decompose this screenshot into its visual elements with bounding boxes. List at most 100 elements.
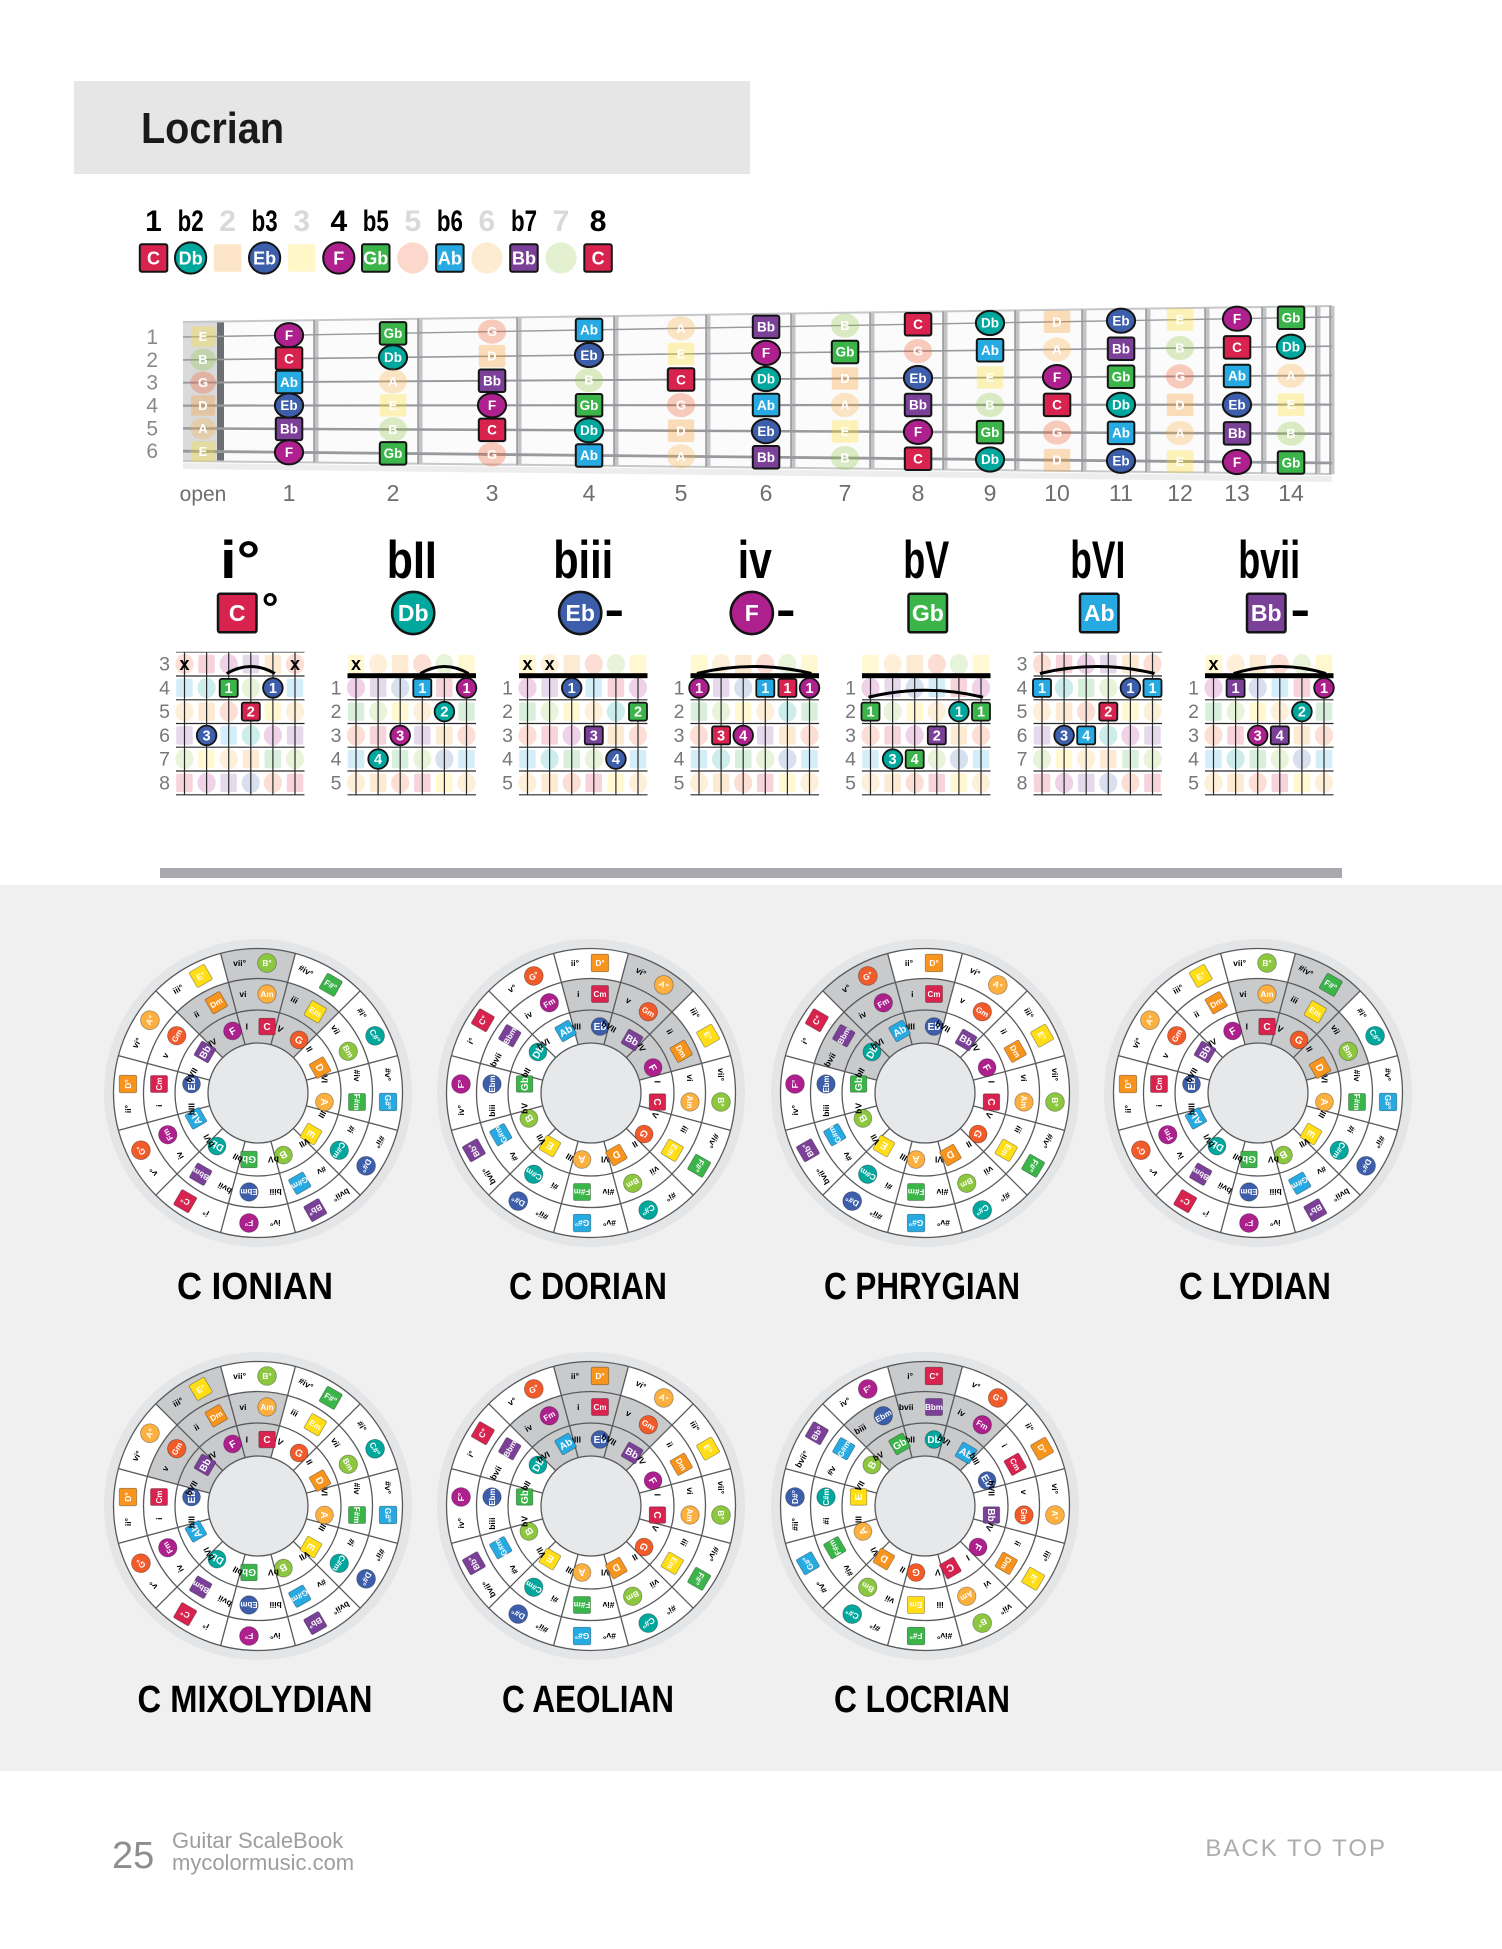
svg-text:C: C xyxy=(263,1022,270,1033)
svg-text:bII: bII xyxy=(519,1479,533,1493)
svg-text:Cm: Cm xyxy=(928,990,941,999)
svg-text:D: D xyxy=(610,1561,622,1574)
svg-text:Eb: Eb xyxy=(1228,397,1245,412)
svg-text:D°: D° xyxy=(929,958,938,968)
svg-text:D: D xyxy=(1052,314,1061,329)
svg-text:vii: vii xyxy=(982,1164,995,1177)
svg-text:b5: b5 xyxy=(363,205,389,238)
svg-text:Bb: Bb xyxy=(985,1508,996,1521)
svg-text:4: 4 xyxy=(146,395,158,418)
svg-text:iv°: iv° xyxy=(790,1104,800,1115)
svg-text:A°: A° xyxy=(143,1014,156,1027)
svg-text:Gb: Gb xyxy=(836,345,855,360)
svg-text:D: D xyxy=(313,1475,326,1487)
svg-text:x: x xyxy=(179,654,189,674)
svg-text:bvii: bvii xyxy=(1238,531,1300,590)
svg-text:bIII: bIII xyxy=(187,1103,197,1115)
svg-text:G: G xyxy=(198,375,208,390)
svg-text:A: A xyxy=(676,449,686,464)
svg-text:bII: bII xyxy=(905,1435,915,1445)
svg-text:C°: C° xyxy=(810,1014,823,1027)
svg-text:1: 1 xyxy=(269,681,277,697)
svg-text:V: V xyxy=(935,1568,941,1578)
svg-text:#v: #v xyxy=(824,1464,838,1477)
svg-text:i: i xyxy=(577,1402,579,1412)
svg-text:F: F xyxy=(646,1063,659,1074)
svg-text:vii°: vii° xyxy=(1050,1068,1060,1081)
svg-text:III: III xyxy=(854,1516,864,1523)
svg-text:G#°: G#° xyxy=(909,1218,923,1228)
svg-text:ii: ii xyxy=(192,1422,201,1433)
svg-text:bV: bV xyxy=(268,1568,279,1578)
svg-text:2: 2 xyxy=(933,729,941,745)
svg-text:iv°: iv° xyxy=(838,1395,853,1409)
svg-text:Ab: Ab xyxy=(1228,369,1246,384)
svg-text:ii: ii xyxy=(1192,1009,1201,1020)
svg-text:biii: biii xyxy=(553,531,613,590)
svg-text:bII: bII xyxy=(853,1066,867,1080)
svg-text:4: 4 xyxy=(1188,749,1199,771)
svg-text:i: i xyxy=(1154,1105,1164,1107)
svg-text:Gb: Gb xyxy=(242,1153,256,1164)
svg-text:C°: C° xyxy=(476,1427,489,1440)
svg-text:V: V xyxy=(649,1523,661,1533)
svg-text:Db: Db xyxy=(179,248,203,268)
svg-text:bIII: bIII xyxy=(187,1516,197,1528)
svg-text:VI: VI xyxy=(320,1488,330,1496)
svg-text:F: F xyxy=(333,248,344,268)
svg-text:G°: G° xyxy=(527,1382,540,1396)
svg-text:A: A xyxy=(857,1525,870,1537)
svg-text:iii: iii xyxy=(678,1124,690,1135)
svg-text:3: 3 xyxy=(486,480,499,506)
svg-text:12: 12 xyxy=(1167,480,1193,506)
svg-text:Gb: Gb xyxy=(520,1490,531,1504)
svg-text:Cm: Cm xyxy=(594,990,607,999)
svg-text:II: II xyxy=(1304,1044,1315,1053)
svg-text:bvii: bvii xyxy=(899,1402,914,1412)
svg-text:bIII: bIII xyxy=(569,1435,581,1445)
svg-text:G#°: G#° xyxy=(383,1095,393,1109)
svg-text:F: F xyxy=(1233,311,1241,326)
svg-text:biii: biii xyxy=(821,1105,831,1117)
svg-text:F#m: F#m xyxy=(352,1507,361,1523)
svg-text:ii°: ii° xyxy=(571,958,580,968)
svg-text:ii°: ii° xyxy=(905,958,914,968)
svg-text:1: 1 xyxy=(845,677,856,699)
svg-text:iv°: iv° xyxy=(269,1631,280,1641)
svg-text:C MIXOLYDIAN: C MIXOLYDIAN xyxy=(138,1679,373,1721)
svg-text:bIII: bIII xyxy=(1187,1103,1197,1115)
svg-text:i°: i° xyxy=(220,531,260,590)
svg-text:Ab: Ab xyxy=(280,375,298,390)
svg-text:#i: #i xyxy=(883,1180,894,1192)
svg-text:III: III xyxy=(898,1151,909,1163)
svg-text:6: 6 xyxy=(760,480,773,506)
svg-text:v: v xyxy=(160,1051,171,1060)
svg-text:Bb: Bb xyxy=(757,450,775,465)
svg-text:2: 2 xyxy=(634,705,642,721)
svg-text:B: B xyxy=(866,1460,879,1472)
svg-text:B: B xyxy=(985,397,994,412)
svg-text:v: v xyxy=(624,1408,633,1419)
svg-text:Db: Db xyxy=(398,600,429,626)
svg-text:iv°: iv° xyxy=(456,1517,466,1528)
svg-text:II: II xyxy=(630,1552,639,1563)
svg-text:C: C xyxy=(1052,398,1062,413)
svg-text:vi: vi xyxy=(685,1074,695,1081)
svg-text:#v°: #v° xyxy=(1383,1068,1393,1081)
svg-text:Bb: Bb xyxy=(1251,600,1282,626)
svg-text:Ab: Ab xyxy=(757,398,775,413)
svg-text:3: 3 xyxy=(590,729,598,745)
svg-text:C°: C° xyxy=(179,1607,192,1620)
svg-text:E°: E° xyxy=(194,1382,207,1395)
svg-text:vii: vii xyxy=(329,1436,342,1449)
svg-text:#iv: #iv xyxy=(936,1187,948,1197)
svg-text:B°: B° xyxy=(262,958,271,968)
svg-text:B: B xyxy=(840,451,849,466)
svg-text:Eb: Eb xyxy=(566,600,595,626)
svg-text:1: 1 xyxy=(674,677,685,699)
svg-text:1: 1 xyxy=(805,681,813,697)
svg-text:i: i xyxy=(154,1518,164,1520)
svg-text:B: B xyxy=(1277,1148,1289,1161)
svg-text:bII: bII xyxy=(231,1151,245,1165)
svg-text:A: A xyxy=(676,321,686,336)
